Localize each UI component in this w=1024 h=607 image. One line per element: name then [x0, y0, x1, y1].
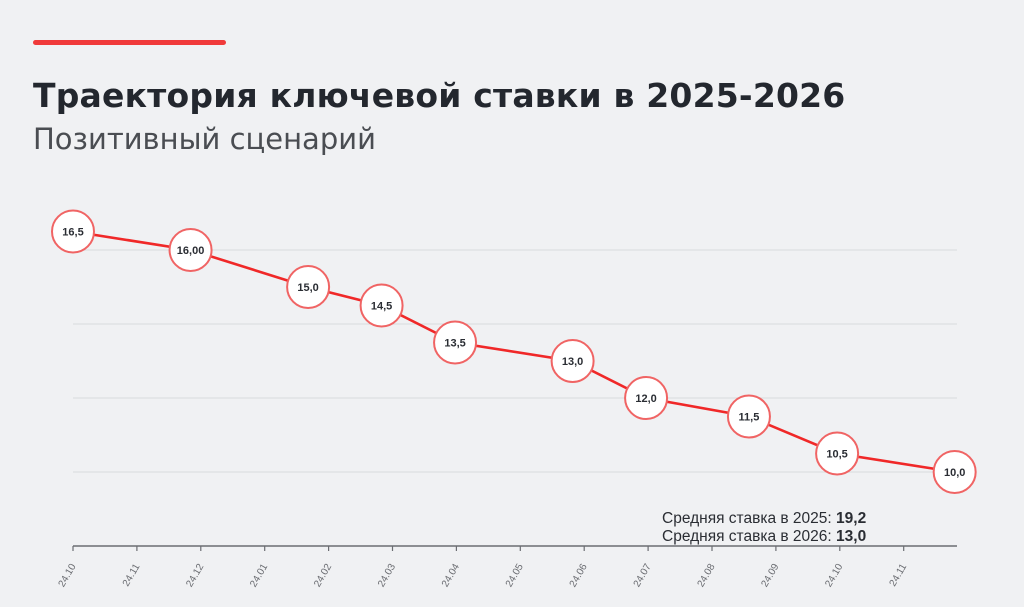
data-point-marker [815, 431, 860, 476]
average-2026-label: Средняя ставка в 2026: [662, 528, 832, 545]
x-tick-label: 24.07 [632, 562, 654, 590]
data-point-marker [168, 228, 213, 272]
x-tick-label: 24.08 [696, 562, 718, 590]
data-label: 16,00 [177, 245, 205, 257]
x-tick-label: 24.12 [184, 562, 206, 590]
data-label: 15,0 [297, 282, 318, 294]
x-tick-label: 24.11 [888, 562, 910, 589]
data-label: 10,5 [826, 449, 847, 461]
data-point-marker [624, 376, 669, 420]
accent-bar [33, 40, 226, 45]
x-tick-label: 24.06 [568, 562, 590, 590]
average-2025-value: 19,2 [836, 510, 867, 527]
x-tick-label: 24.10 [823, 562, 845, 590]
data-point-marker [433, 320, 478, 365]
average-2025-label: Средняя ставка в 2025: [662, 510, 832, 527]
x-tick-label: 24.04 [440, 562, 462, 590]
data-label: 11,5 [739, 412, 760, 424]
rate-line [72, 230, 955, 474]
data-label: 16,5 [62, 227, 83, 239]
average-2025-note: Средняя ставка в 2025: 19,2 [662, 510, 866, 528]
data-label: 14,5 [371, 301, 392, 313]
data-label: 13,0 [562, 356, 583, 368]
chart-title: Траектория ключевой ставки в 2025-2026 [33, 76, 846, 115]
data-point-marker [550, 339, 595, 383]
average-2026-note: Средняя ставка в 2026: 13,0 [662, 528, 866, 546]
chart-subtitle: Позитивный сценарий [33, 122, 376, 156]
data-label: 13,5 [444, 338, 465, 350]
data-point-marker [286, 265, 331, 309]
data-point-marker [51, 209, 95, 254]
x-tick-label: 24.09 [759, 562, 781, 590]
average-2026-value: 13,0 [836, 528, 867, 545]
x-tick-label: 24.03 [376, 562, 398, 590]
x-tick-label: 24.11 [121, 562, 143, 589]
data-label: 12,0 [635, 393, 656, 405]
x-tick-label: 24.05 [504, 562, 526, 590]
data-label: 10,0 [944, 467, 965, 479]
x-tick-label: 24.10 [57, 562, 79, 590]
x-tick-label: 24.01 [248, 562, 270, 590]
data-point-marker [359, 283, 404, 328]
data-point-marker [726, 394, 771, 439]
data-point-marker [932, 450, 977, 494]
x-tick-label: 24.02 [312, 562, 334, 590]
